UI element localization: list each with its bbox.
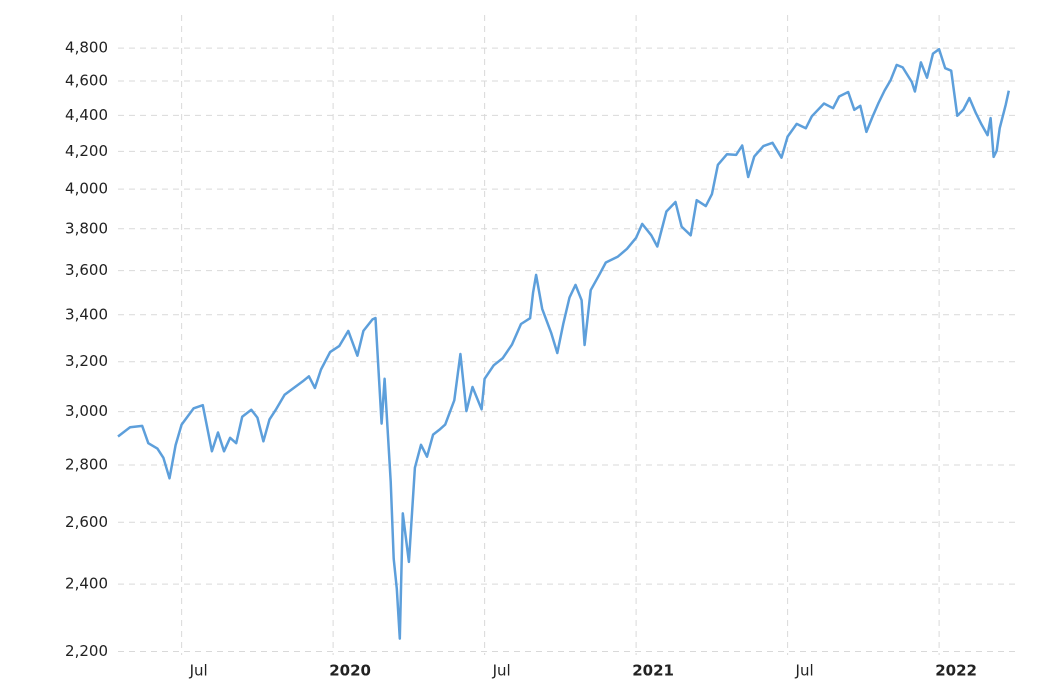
y-tick-label: 3,200 <box>65 352 108 370</box>
y-tick-label: 2,800 <box>65 455 108 473</box>
line <box>117 47 1011 640</box>
y-tick-label: 4,000 <box>65 180 108 198</box>
x-tick-label: 2021 <box>632 662 674 680</box>
y-tick-label: 2,400 <box>65 575 108 593</box>
y-tick-label: 4,600 <box>65 72 108 90</box>
y-tick-label: 2,200 <box>65 642 108 660</box>
x-tick-label: Jul <box>189 662 208 680</box>
y-tick-label: 3,400 <box>65 305 108 323</box>
x-tick-label: 2020 <box>329 662 371 680</box>
y-tick-label: 3,800 <box>65 219 108 237</box>
y-tick-label: 2,600 <box>65 513 108 531</box>
x-tick-label: Jul <box>795 662 814 680</box>
x-tick-label: Jul <box>492 662 511 680</box>
y-tick-label: 4,200 <box>65 142 108 160</box>
y-tick-label: 4,800 <box>65 39 108 57</box>
y-tick-label: 3,600 <box>65 261 108 279</box>
x-tick-label: 2022 <box>935 662 977 680</box>
y-tick-label: 4,400 <box>65 106 108 124</box>
y-tick-label: 3,000 <box>65 402 108 420</box>
